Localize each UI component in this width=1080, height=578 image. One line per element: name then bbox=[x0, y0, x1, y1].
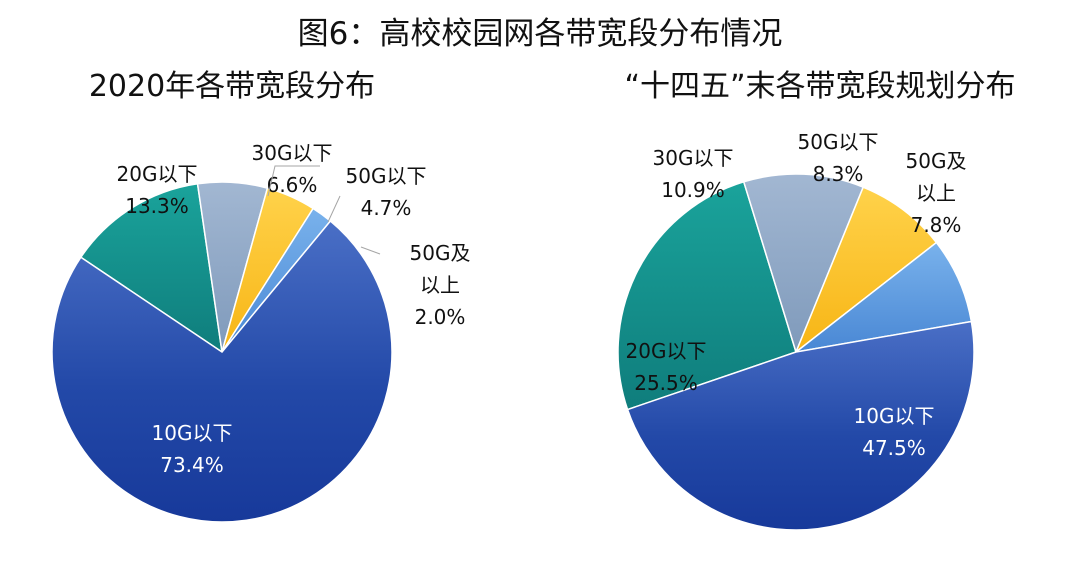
slice-label-50G以下: 50G以下 4.7% bbox=[346, 164, 427, 220]
slice-label-30G以下: 30G以下 10.9% bbox=[653, 146, 734, 202]
pie-chart-2020: 10G以下 73.4% 20G以下 13.3% 30G以下 6.6% 50G以下 4.7% 50… bbox=[51, 141, 471, 523]
leader-lines bbox=[267, 165, 381, 255]
leader-line-50g-plus bbox=[360, 246, 381, 255]
chart-title-plan: “十四五”末各带宽段规划分布 bbox=[624, 69, 1015, 104]
figure-title: 图6：高校校园网各带宽段分布情况 bbox=[298, 16, 783, 52]
pie-chart-plan: 10G以下 47.5% 20G以下 25.5% 30G以下 10.9% 50G以下 8.3% 5… bbox=[617, 130, 975, 531]
chart-title-2020: 2020年各带宽段分布 bbox=[89, 69, 375, 104]
slice-label-20G以下: 20G以下 13.3% bbox=[117, 162, 198, 218]
leader-line-30g bbox=[267, 165, 320, 197]
pie-slice-50G以下 bbox=[794, 186, 938, 355]
pie-slice-10G以下 bbox=[626, 320, 975, 531]
slice-label-50G以下: 50G以下 8.3% bbox=[798, 130, 879, 186]
leader-line-50g bbox=[327, 195, 341, 223]
slice-label-10G以下: 10G以下 73.4% bbox=[152, 421, 233, 477]
slice-label-50G及以上: 50G及以上 2.0% bbox=[410, 241, 471, 329]
pie-slice-20G以下 bbox=[617, 180, 797, 411]
slice-label-50G及以上: 50G及以上 7.8% bbox=[906, 149, 967, 237]
pie-slice-10G以下 bbox=[51, 219, 393, 523]
slice-label-10G以下: 10G以下 47.5% bbox=[854, 404, 935, 460]
slice-label-30G以下: 30G以下 6.6% bbox=[252, 141, 333, 197]
slice-label-20G以下: 20G以下 25.5% bbox=[626, 339, 707, 395]
pie-slice-20G以下 bbox=[79, 182, 223, 354]
pie-slice-30G以下 bbox=[742, 173, 865, 355]
